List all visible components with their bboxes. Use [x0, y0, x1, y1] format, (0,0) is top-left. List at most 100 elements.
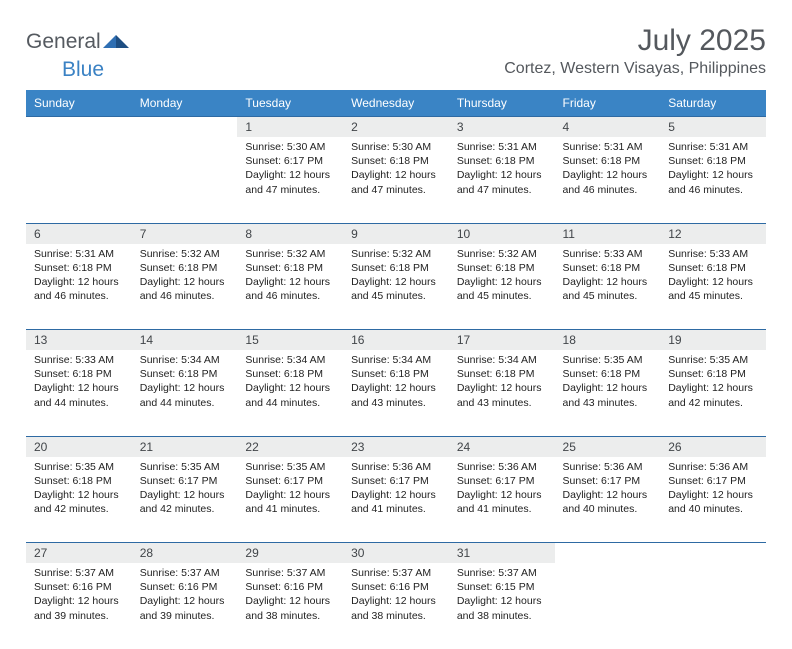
sunrise-line: Sunrise: 5:36 AM [668, 460, 758, 474]
sunset-line: Sunset: 6:16 PM [140, 580, 230, 594]
day-number-row: 12345 [26, 117, 766, 138]
day-number-cell: 10 [449, 223, 555, 244]
daylight-line: Daylight: 12 hours and 46 minutes. [563, 168, 653, 196]
sunrise-line: Sunrise: 5:35 AM [245, 460, 335, 474]
daylight-line: Daylight: 12 hours and 44 minutes. [34, 381, 124, 409]
calendar-table: Sunday Monday Tuesday Wednesday Thursday… [26, 90, 766, 649]
header: General July 2025 Cortez, Western Visaya… [26, 24, 766, 78]
day-number-cell [132, 117, 238, 138]
sunset-line: Sunset: 6:17 PM [245, 474, 335, 488]
day-number-cell: 17 [449, 330, 555, 351]
day-number-cell: 19 [660, 330, 766, 351]
day-number-cell: 2 [343, 117, 449, 138]
logo-text-general: General [26, 30, 101, 54]
daylight-line: Daylight: 12 hours and 45 minutes. [668, 275, 758, 303]
daylight-line: Daylight: 12 hours and 39 minutes. [140, 594, 230, 622]
sunrise-line: Sunrise: 5:30 AM [245, 140, 335, 154]
sunrise-line: Sunrise: 5:37 AM [34, 566, 124, 580]
weekday-header: Saturday [660, 90, 766, 117]
day-content-cell: Sunrise: 5:34 AMSunset: 6:18 PMDaylight:… [237, 350, 343, 436]
sunrise-line: Sunrise: 5:34 AM [140, 353, 230, 367]
day-content-cell: Sunrise: 5:33 AMSunset: 6:18 PMDaylight:… [26, 350, 132, 436]
day-content-cell: Sunrise: 5:34 AMSunset: 6:18 PMDaylight:… [343, 350, 449, 436]
sunset-line: Sunset: 6:18 PM [668, 154, 758, 168]
weekday-header: Sunday [26, 90, 132, 117]
day-number-cell: 13 [26, 330, 132, 351]
daylight-line: Daylight: 12 hours and 46 minutes. [140, 275, 230, 303]
day-number-cell: 29 [237, 543, 343, 564]
sunrise-line: Sunrise: 5:37 AM [351, 566, 441, 580]
daylight-line: Daylight: 12 hours and 42 minutes. [140, 488, 230, 516]
day-content-cell: Sunrise: 5:35 AMSunset: 6:18 PMDaylight:… [555, 350, 661, 436]
sunset-line: Sunset: 6:17 PM [668, 474, 758, 488]
sunrise-line: Sunrise: 5:36 AM [563, 460, 653, 474]
weekday-header: Thursday [449, 90, 555, 117]
daylight-line: Daylight: 12 hours and 46 minutes. [34, 275, 124, 303]
day-number-cell: 30 [343, 543, 449, 564]
day-content-cell: Sunrise: 5:34 AMSunset: 6:18 PMDaylight:… [132, 350, 238, 436]
sunrise-line: Sunrise: 5:31 AM [563, 140, 653, 154]
day-content-cell: Sunrise: 5:35 AMSunset: 6:17 PMDaylight:… [132, 457, 238, 543]
daylight-line: Daylight: 12 hours and 42 minutes. [34, 488, 124, 516]
day-number-row: 6789101112 [26, 223, 766, 244]
sunset-line: Sunset: 6:18 PM [457, 261, 547, 275]
daylight-line: Daylight: 12 hours and 43 minutes. [563, 381, 653, 409]
day-number-cell: 4 [555, 117, 661, 138]
weekday-header: Monday [132, 90, 238, 117]
sunset-line: Sunset: 6:17 PM [563, 474, 653, 488]
sunset-line: Sunset: 6:18 PM [668, 261, 758, 275]
sunset-line: Sunset: 6:18 PM [563, 367, 653, 381]
day-content-cell: Sunrise: 5:37 AMSunset: 6:16 PMDaylight:… [26, 563, 132, 649]
sunrise-line: Sunrise: 5:36 AM [457, 460, 547, 474]
sunset-line: Sunset: 6:18 PM [140, 367, 230, 381]
day-content-cell: Sunrise: 5:31 AMSunset: 6:18 PMDaylight:… [555, 137, 661, 223]
day-content-row: Sunrise: 5:31 AMSunset: 6:18 PMDaylight:… [26, 244, 766, 330]
day-number-row: 20212223242526 [26, 436, 766, 457]
sunrise-line: Sunrise: 5:32 AM [457, 247, 547, 261]
sunrise-line: Sunrise: 5:33 AM [34, 353, 124, 367]
sunset-line: Sunset: 6:18 PM [351, 261, 441, 275]
daylight-line: Daylight: 12 hours and 41 minutes. [457, 488, 547, 516]
daylight-line: Daylight: 12 hours and 44 minutes. [245, 381, 335, 409]
daylight-line: Daylight: 12 hours and 39 minutes. [34, 594, 124, 622]
day-number-cell: 16 [343, 330, 449, 351]
day-content-cell [660, 563, 766, 649]
daylight-line: Daylight: 12 hours and 40 minutes. [668, 488, 758, 516]
daylight-line: Daylight: 12 hours and 40 minutes. [563, 488, 653, 516]
daylight-line: Daylight: 12 hours and 47 minutes. [245, 168, 335, 196]
day-number-cell: 27 [26, 543, 132, 564]
sunset-line: Sunset: 6:18 PM [457, 367, 547, 381]
sunset-line: Sunset: 6:18 PM [563, 261, 653, 275]
day-number-cell: 3 [449, 117, 555, 138]
day-content-cell: Sunrise: 5:31 AMSunset: 6:18 PMDaylight:… [26, 244, 132, 330]
sunset-line: Sunset: 6:16 PM [34, 580, 124, 594]
daylight-line: Daylight: 12 hours and 47 minutes. [351, 168, 441, 196]
daylight-line: Daylight: 12 hours and 38 minutes. [351, 594, 441, 622]
day-number-cell: 22 [237, 436, 343, 457]
day-number-cell: 31 [449, 543, 555, 564]
sunrise-line: Sunrise: 5:32 AM [351, 247, 441, 261]
day-number-cell: 14 [132, 330, 238, 351]
sunrise-line: Sunrise: 5:35 AM [668, 353, 758, 367]
day-number-cell [660, 543, 766, 564]
day-content-cell: Sunrise: 5:33 AMSunset: 6:18 PMDaylight:… [555, 244, 661, 330]
calendar-page: General July 2025 Cortez, Western Visaya… [0, 0, 792, 649]
sunset-line: Sunset: 6:18 PM [563, 154, 653, 168]
sunset-line: Sunset: 6:18 PM [351, 367, 441, 381]
day-content-cell: Sunrise: 5:35 AMSunset: 6:17 PMDaylight:… [237, 457, 343, 543]
day-content-cell: Sunrise: 5:35 AMSunset: 6:18 PMDaylight:… [660, 350, 766, 436]
sunset-line: Sunset: 6:15 PM [457, 580, 547, 594]
daylight-line: Daylight: 12 hours and 46 minutes. [668, 168, 758, 196]
sunrise-line: Sunrise: 5:35 AM [140, 460, 230, 474]
day-content-cell [26, 137, 132, 223]
day-number-cell: 20 [26, 436, 132, 457]
daylight-line: Daylight: 12 hours and 45 minutes. [563, 275, 653, 303]
day-number-cell: 7 [132, 223, 238, 244]
day-content-cell: Sunrise: 5:37 AMSunset: 6:16 PMDaylight:… [132, 563, 238, 649]
day-number-cell: 11 [555, 223, 661, 244]
sunset-line: Sunset: 6:18 PM [351, 154, 441, 168]
day-content-cell [132, 137, 238, 223]
day-content-cell: Sunrise: 5:32 AMSunset: 6:18 PMDaylight:… [132, 244, 238, 330]
day-content-cell: Sunrise: 5:32 AMSunset: 6:18 PMDaylight:… [343, 244, 449, 330]
day-number-row: 13141516171819 [26, 330, 766, 351]
